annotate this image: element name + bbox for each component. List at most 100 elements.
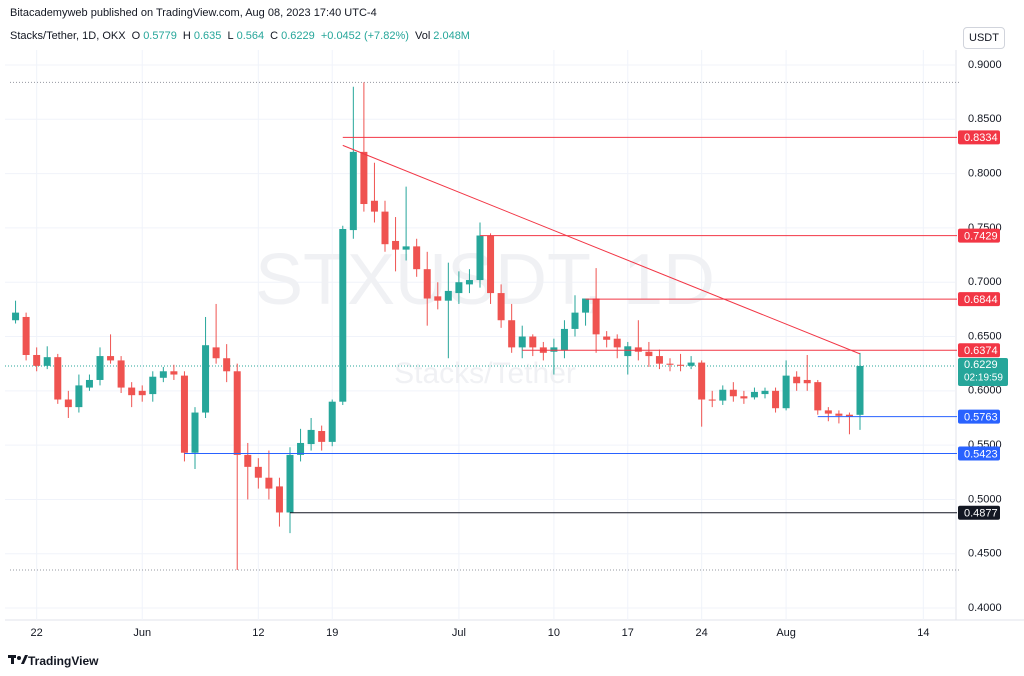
candle-body <box>508 320 516 348</box>
candle-body <box>96 356 104 380</box>
candle-body <box>191 412 199 453</box>
level-label-bg <box>958 228 1000 243</box>
level-label-bg <box>958 292 1000 307</box>
candle-body <box>54 357 62 400</box>
candle-body <box>729 389 737 397</box>
candle-body <box>708 399 716 401</box>
y-tick-label: 0.8000 <box>968 168 1002 180</box>
symbol: Stacks/Tether, 1D, OKX <box>10 30 126 42</box>
vol-label: Vol <box>414 30 431 42</box>
x-tick-label: 22 <box>31 627 43 639</box>
level-label-bg <box>958 130 1000 145</box>
candle-body <box>455 282 463 294</box>
candle-body <box>835 413 843 416</box>
x-tick-label: Jun <box>133 627 151 639</box>
y-tick-label: 0.4000 <box>968 602 1002 614</box>
price-label: 0.6229 <box>964 359 998 371</box>
candle-body <box>782 375 790 409</box>
x-tick-label: 17 <box>622 627 634 639</box>
published-line: Bitacademyweb published on TradingView.c… <box>10 7 377 19</box>
countdown: 02:19:59 <box>964 373 1003 384</box>
x-tick-label: Aug <box>776 627 796 639</box>
c-label: C <box>270 30 279 42</box>
candle-body <box>571 312 579 329</box>
candle-body <box>33 354 41 366</box>
y-tick-label: 0.5000 <box>968 493 1002 505</box>
level-label: 0.6844 <box>964 294 998 306</box>
candle-body <box>655 356 663 364</box>
candle-body <box>719 389 727 401</box>
candle-body <box>318 431 326 442</box>
candle-body <box>529 336 537 348</box>
candle-body <box>434 296 442 301</box>
candle-body <box>582 298 590 313</box>
level-label: 0.5763 <box>964 411 998 423</box>
y-tick-label: 0.4500 <box>968 548 1002 560</box>
vol-value: 2.048M <box>433 30 470 42</box>
level-label-bg <box>958 446 1000 461</box>
logo <box>8 655 28 664</box>
candle-body <box>392 240 400 250</box>
candle-body <box>444 290 452 301</box>
level-label-bg <box>958 343 1000 358</box>
y-tick-label: 0.9000 <box>968 59 1002 71</box>
h-label: H <box>182 30 191 42</box>
x-tick-label: Jul <box>452 627 466 639</box>
candle-body <box>487 235 495 294</box>
candle-body <box>170 371 178 375</box>
candle-body <box>814 382 822 411</box>
footer-brand: TradingView <box>28 654 99 668</box>
candle-body <box>687 362 695 366</box>
candle-body <box>603 336 611 340</box>
candle-body <box>402 246 410 250</box>
candle-body <box>476 235 484 281</box>
candle-body <box>550 347 558 352</box>
candle-body <box>202 345 210 413</box>
candle-body <box>465 280 473 285</box>
change: +0.0452 (+7.82%) <box>320 30 409 42</box>
candle-body <box>740 396 748 399</box>
x-tick-label: 24 <box>696 627 708 639</box>
candle-body <box>856 365 864 415</box>
candle-body <box>244 454 252 467</box>
y-tick-label: 0.8500 <box>968 113 1002 125</box>
candle-body <box>75 385 83 408</box>
currency-button[interactable]: USDT <box>963 27 1005 49</box>
watermark: STXUSDT, 1D <box>255 240 715 320</box>
candle-body <box>772 390 780 409</box>
candle-body <box>307 429 315 445</box>
x-tick-label: 19 <box>326 627 338 639</box>
candle-body <box>624 346 632 357</box>
candle-body <box>64 399 72 408</box>
level-label: 0.7429 <box>964 231 998 243</box>
candle-body <box>349 151 357 231</box>
y-tick-label: 0.7000 <box>968 276 1002 288</box>
candle-body <box>85 379 93 388</box>
candle-body <box>613 338 621 348</box>
candle-body <box>107 356 115 361</box>
candle-body <box>560 328 568 351</box>
candle-body <box>223 358 231 372</box>
level-label-bg <box>958 505 1000 520</box>
y-tick-label: 0.6000 <box>968 385 1002 397</box>
candle-body <box>339 228 347 402</box>
y-tick-label: 0.6500 <box>968 330 1002 342</box>
level-label: 0.6374 <box>964 345 998 357</box>
o-label: O <box>131 30 141 42</box>
candle-body <box>423 269 431 299</box>
candle-body <box>297 442 305 455</box>
candle-body <box>634 347 642 352</box>
candle-body <box>22 316 30 355</box>
candle-body <box>128 387 136 396</box>
h-value: 0.635 <box>193 30 222 42</box>
candle-body <box>286 454 294 513</box>
candle-body <box>666 363 674 365</box>
candle-body <box>254 466 262 478</box>
c-value: 0.6229 <box>281 30 315 42</box>
candle-body <box>265 477 273 489</box>
l-label: L <box>227 30 234 42</box>
candle-body <box>698 362 706 400</box>
